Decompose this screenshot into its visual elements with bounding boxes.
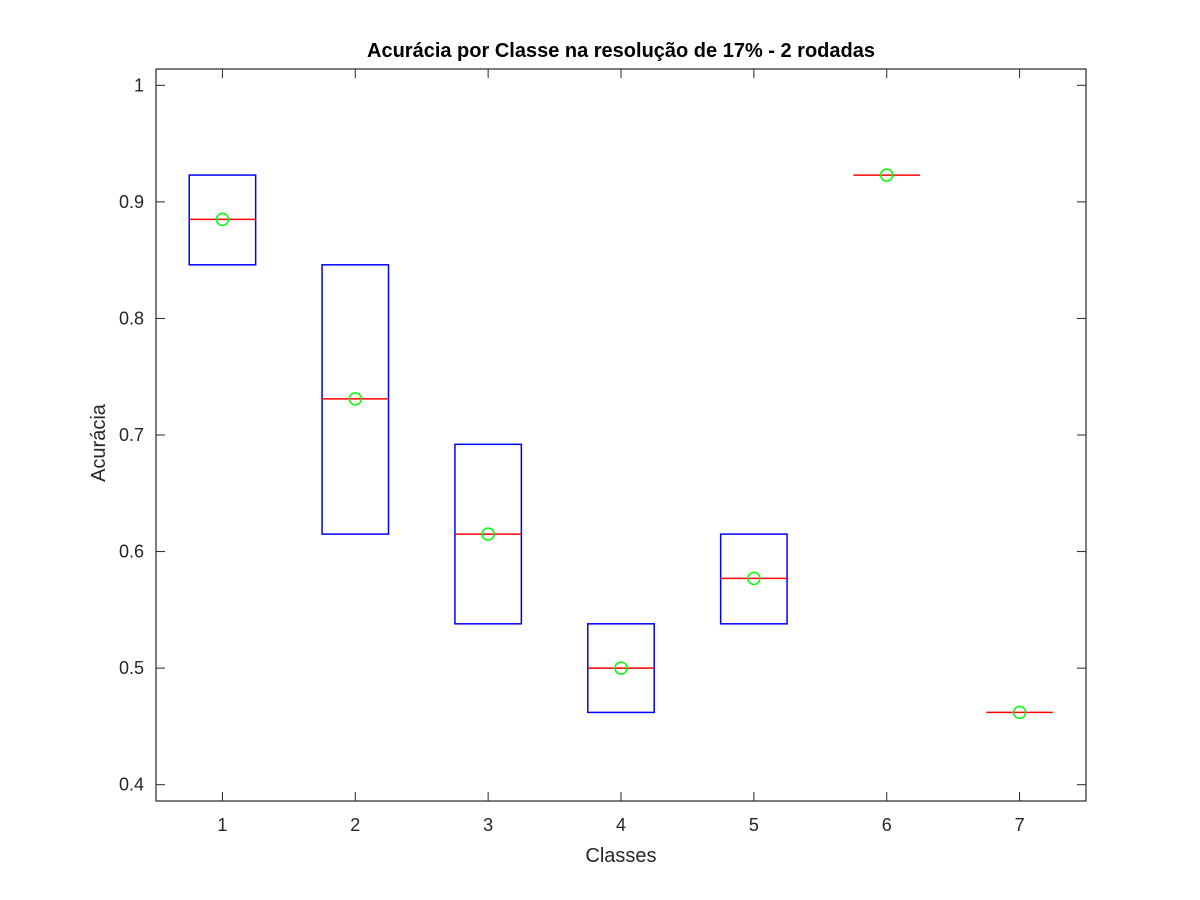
- mean-marker-2: [348, 392, 363, 406]
- mean-marker-5: [747, 571, 761, 586]
- y-tick-label: 0.4: [119, 775, 144, 795]
- mean-marker-3: [481, 527, 495, 541]
- mean-marker-7: [1012, 705, 1027, 720]
- x-tick-label: 5: [749, 815, 759, 835]
- y-tick-label: 0.7: [119, 425, 144, 445]
- x-axis-label: Classes: [585, 845, 656, 867]
- y-tick-label: 1: [134, 75, 144, 95]
- chart-title: Acurácia por Classe na resolução de 17% …: [367, 40, 875, 62]
- plot-area: 0.4 0.5 0.6 0.7 0.8 0.9 1 1 2 3 4 5 6 7: [119, 68, 1087, 835]
- x-tick-label: 2: [350, 815, 360, 835]
- y-tick-label: 0.5: [119, 658, 144, 678]
- x-tick-label: 6: [882, 815, 892, 835]
- y-tick-label: 0.6: [119, 542, 144, 562]
- y-axis-label: Acurácia: [88, 403, 110, 482]
- mean-marker-4: [614, 661, 628, 675]
- mean-marker-1: [215, 212, 230, 227]
- x-tick-label: 3: [483, 815, 493, 835]
- axes-frame: [155, 68, 1087, 802]
- x-tick-label: 7: [1015, 815, 1025, 835]
- mean-marker-6: [879, 168, 894, 182]
- y-tick-label: 0.8: [119, 308, 144, 328]
- x-tick-label: 4: [616, 815, 626, 835]
- x-tick-label: 1: [217, 815, 227, 835]
- y-tick-label: 0.9: [119, 192, 144, 212]
